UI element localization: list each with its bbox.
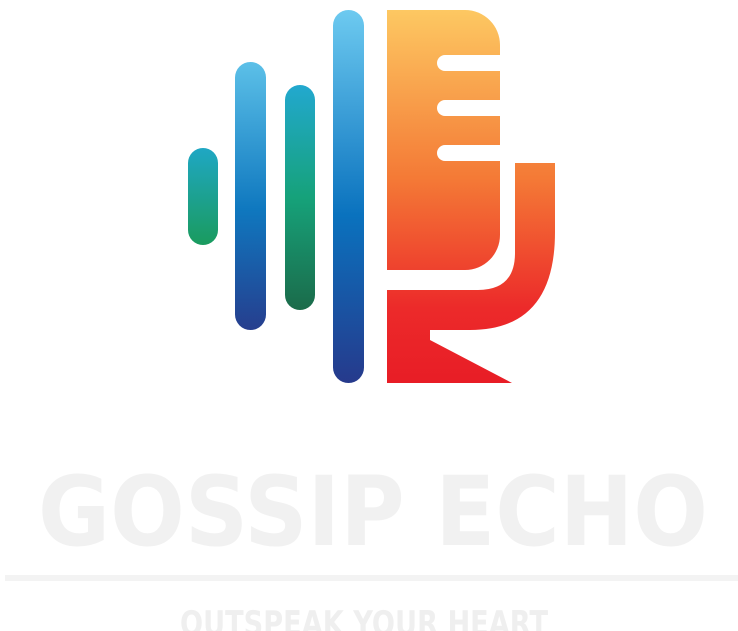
logo-mark	[188, 10, 555, 383]
mic-slot	[437, 145, 512, 161]
mic-slot	[437, 100, 512, 116]
microphone-head	[387, 10, 500, 270]
sound-bar	[285, 85, 315, 310]
brand-title: GOSSIP ECHO	[38, 456, 708, 568]
sound-bar	[235, 62, 266, 330]
microphone-stand	[387, 163, 555, 383]
sound-bar	[188, 148, 218, 245]
tagline: OUTSPEAK YOUR HEART	[180, 604, 549, 631]
sound-bar	[333, 10, 364, 383]
mic-slot	[437, 55, 512, 71]
